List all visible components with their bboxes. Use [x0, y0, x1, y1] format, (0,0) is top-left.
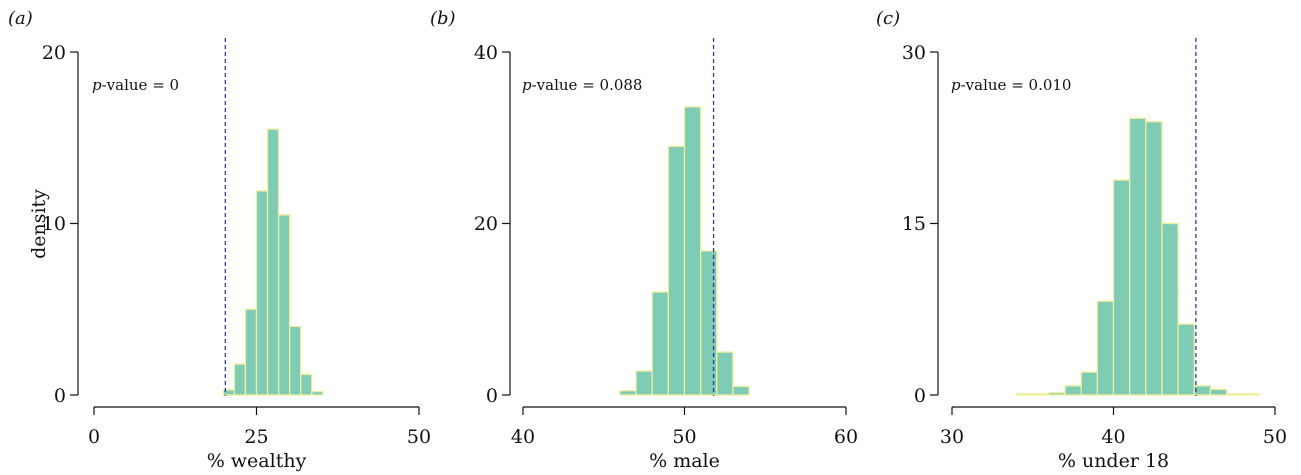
- panel-label: (c): [876, 8, 900, 29]
- y-tick-label: 0: [914, 385, 926, 407]
- x-tick-label: 25: [244, 426, 268, 448]
- x-axis: 30 40 50 % under 18: [940, 406, 1287, 472]
- panel-label: (a): [8, 8, 33, 29]
- p-value-annotation: p-value = 0: [92, 76, 179, 94]
- panel-wealthy: (a) density p-value = 0 0 10 20 0 25 50 …: [8, 8, 431, 472]
- histogram-bar: [667, 145, 686, 396]
- histogram-bar: [311, 390, 324, 396]
- histogram-bar: [1242, 393, 1260, 396]
- histogram-bar: [1032, 393, 1050, 396]
- panel-label: (b): [430, 8, 456, 29]
- histogram-bar: [1161, 222, 1179, 396]
- histogram-bars: [619, 106, 750, 396]
- y-axis: 0 20 40: [474, 42, 511, 407]
- y-tick-label: 15: [902, 213, 926, 235]
- x-tick-label: 0: [88, 426, 100, 448]
- histogram-bar: [1209, 388, 1228, 396]
- y-tick-label: 20: [474, 213, 498, 235]
- panel-under-18: (c) p-value = 0.010 0 15 30 30 40 50 % u…: [876, 8, 1287, 472]
- histogram-bar: [1064, 385, 1082, 396]
- y-tick-label: 40: [474, 42, 498, 64]
- histogram-bar: [1048, 392, 1066, 396]
- histogram-bar: [1096, 300, 1115, 396]
- histogram-bar: [288, 325, 302, 396]
- histogram-bar: [1112, 179, 1131, 396]
- histogram-bar: [1177, 323, 1195, 396]
- y-axis-title: density: [28, 189, 50, 259]
- x-tick-label: 30: [940, 426, 964, 448]
- histogram-bar: [244, 308, 258, 396]
- p-value-annotation: p-value = 0.010: [951, 76, 1071, 94]
- x-tick-label: 40: [511, 426, 535, 448]
- histogram-bar: [651, 291, 670, 396]
- x-tick-label: 50: [407, 426, 431, 448]
- histogram-bar: [683, 106, 702, 396]
- histogram-bar: [1129, 117, 1147, 396]
- histogram-bar: [1080, 371, 1098, 396]
- y-axis: 0 15 30: [902, 42, 939, 407]
- x-axis-title: % under 18: [1058, 450, 1169, 472]
- y-tick-label: 10: [42, 213, 66, 235]
- x-axis: 40 50 60 % male: [511, 406, 858, 472]
- histogram-bar: [619, 390, 637, 396]
- x-axis-title: % male: [649, 450, 720, 472]
- histogram-bar: [300, 373, 313, 396]
- y-axis: 0 10 20: [42, 42, 79, 407]
- x-tick-label: 60: [834, 426, 858, 448]
- p-value-annotation: p-value = 0.088: [522, 76, 642, 94]
- histogram-bar: [266, 128, 280, 396]
- x-tick-label: 50: [672, 426, 696, 448]
- histogram-bars: [222, 128, 324, 396]
- histogram-bar: [1193, 385, 1212, 396]
- histogram-bar: [277, 214, 291, 396]
- y-tick-label: 30: [902, 42, 926, 64]
- histogram-bar: [1225, 393, 1244, 396]
- histogram-bar: [732, 385, 750, 396]
- x-tick-label: 40: [1101, 426, 1125, 448]
- panel-male: (b) p-value = 0.088 0 20 40 40 50 60 % m…: [430, 8, 858, 472]
- histogram-bar: [1015, 393, 1034, 396]
- x-axis: 0 25 50 % wealthy: [88, 406, 431, 472]
- histogram-bar: [716, 351, 734, 396]
- x-tick-label: 50: [1263, 426, 1287, 448]
- histogram-bar: [255, 190, 269, 396]
- x-axis-title: % wealthy: [207, 450, 307, 472]
- y-tick-label: 0: [54, 385, 66, 407]
- y-tick-label: 0: [486, 385, 498, 407]
- histogram-bar: [1145, 121, 1163, 396]
- histogram-bars: [1015, 117, 1260, 396]
- histogram-bar: [635, 370, 653, 396]
- histogram-bar: [700, 250, 718, 396]
- y-tick-label: 20: [42, 42, 66, 64]
- histogram-bar: [233, 363, 247, 396]
